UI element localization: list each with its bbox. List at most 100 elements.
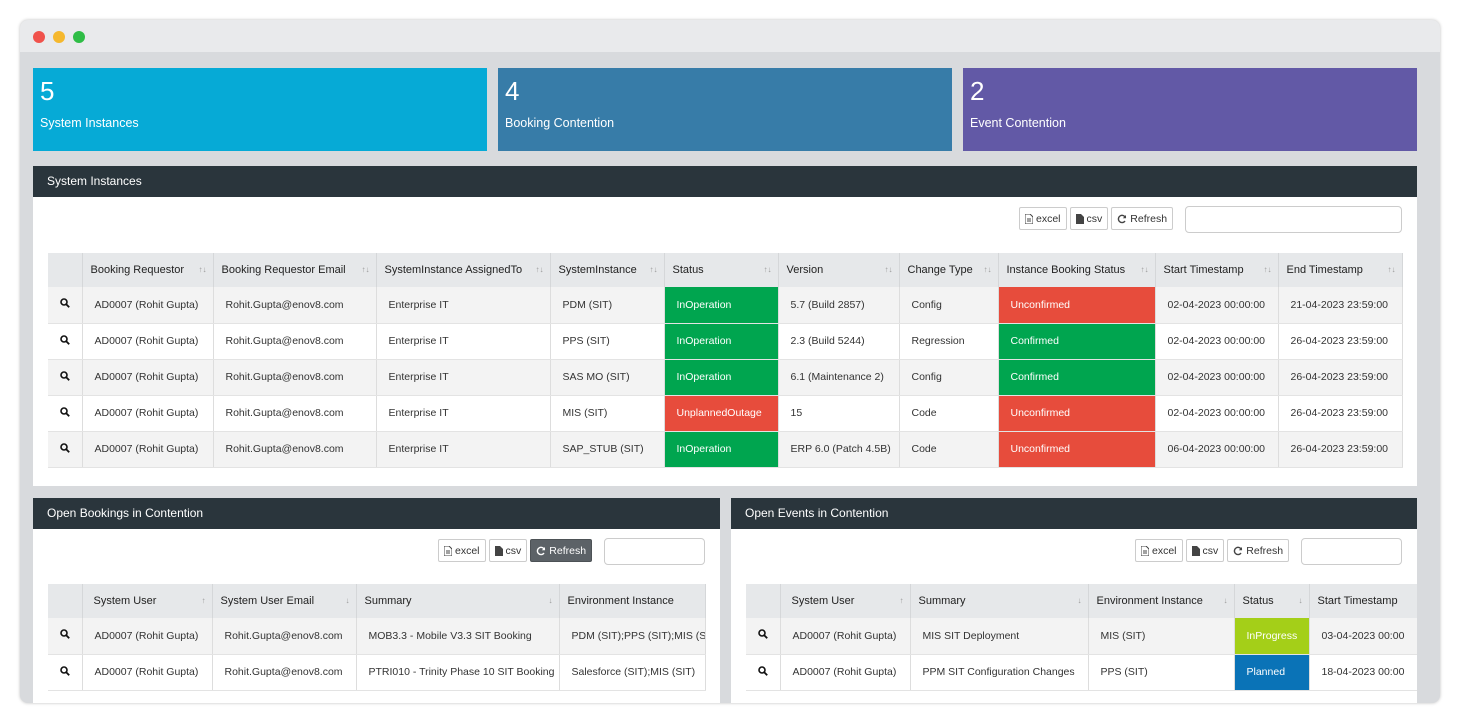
sort-icon: ↑↓ [649,265,658,274]
table-cell: 18-04-2023 00:00 [1309,654,1417,691]
column-header-summary[interactable]: Summary ↓ [910,584,1089,618]
refresh-button[interactable]: Refresh [530,539,593,562]
excel-label: excel [1036,212,1061,225]
excel-button[interactable]: excel [1135,539,1183,562]
table-cell: MOB3.3 - Mobile V3.3 SIT Booking [356,618,560,655]
header-label: Instance Booking Status [1006,264,1126,276]
maximize-window-dot[interactable] [73,31,85,43]
view-details-search-icon[interactable] [48,287,83,324]
minimize-window-dot[interactable] [53,31,65,43]
column-header-end-timestamp[interactable]: End Timestamp ↑↓ [1278,253,1403,287]
column-header-change-type[interactable]: Change Type ↑↓ [899,253,999,287]
view-details-search-icon[interactable] [746,618,781,655]
table-cell: PPM SIT Configuration Changes [910,654,1089,691]
status-cell: Unconfirmed [998,431,1156,468]
excel-label: excel [1152,544,1177,557]
column-header-status[interactable]: Status ↓ [1234,584,1310,618]
csv-button[interactable]: csv [488,539,528,562]
search-input[interactable] [1301,538,1402,565]
header-label: SystemInstance [558,264,637,276]
card-system-instances[interactable]: 5 System Instances [33,68,487,151]
table-cell: Config [899,359,999,396]
refresh-button[interactable]: Refresh [1111,207,1174,230]
view-details-search-icon[interactable] [48,654,83,691]
table-cell: 2.3 (Build 5244) [778,323,900,360]
column-header-environment-instance[interactable]: Environment Instance ↓ [1088,584,1235,618]
table-cell: MIS SIT Deployment [910,618,1089,655]
status-cell: Confirmed [998,323,1156,360]
browser-window: 5 System Instances 4 Booking Contention … [20,20,1440,703]
view-details-search-icon[interactable] [48,359,83,396]
header-label: Status [1242,595,1274,607]
view-details-search-icon[interactable] [48,618,83,655]
header-label: Start Timestamp [1317,595,1398,607]
column-header-summary[interactable]: Summary ↓ [356,584,560,618]
status-cell: InProgress [1234,618,1310,655]
table-cell: AD0007 (Rohit Gupta) [82,431,214,468]
table-row: AD0007 (Rohit Gupta) Rohit.Gupta@enov8.co… [48,359,1403,396]
table-cell: PDM (SIT) [550,287,665,324]
excel-button[interactable]: excel [1019,207,1067,230]
column-header-system-user-email[interactable]: System User Email ↓ [212,584,357,618]
column-header-environment-instance[interactable]: Environment Instance [559,584,706,618]
table-cell: Code [899,431,999,468]
table-cell: Rohit.Gupta@enov8.com [213,395,377,432]
column-header-booking-requestor[interactable]: Booking Requestor ↑↓ [82,253,214,287]
file-icon [1025,213,1033,224]
table-cell: Rohit.Gupta@enov8.com [213,287,377,324]
header-label: Booking Requestor [90,264,185,276]
csv-button[interactable]: csv [1185,539,1225,562]
column-header-system-instance[interactable]: SystemInstance ↑↓ [550,253,665,287]
table-cell: 02-04-2023 00:00:00 [1155,359,1279,396]
column-header-version[interactable]: Version ↑↓ [778,253,900,287]
file-icon [444,545,452,556]
sort-icon: ↓ [1077,596,1082,605]
column-header-start-timestamp[interactable]: Start Timestamp [1309,584,1417,618]
table-row: AD0007 (Rohit Gupta) Rohit.Gupta@enov8.co… [48,618,706,655]
card-booking-contention[interactable]: 4 Booking Contention [498,68,952,151]
table-cell: AD0007 (Rohit Gupta) [82,395,214,432]
sort-icon: ↑↓ [884,265,893,274]
column-header-system-user[interactable]: System User ↑ [82,584,213,618]
header-label: Start Timestamp [1163,264,1244,276]
sort-icon: ↑↓ [535,265,544,274]
view-details-search-icon[interactable] [48,431,83,468]
refresh-icon [536,546,546,556]
search-input[interactable] [1185,206,1402,233]
column-header-start-timestamp[interactable]: Start Timestamp ↑↓ [1155,253,1279,287]
table-row: AD0007 (Rohit Gupta) Rohit.Gupta@enov8.co… [48,431,1403,468]
table-cell: 15 [778,395,900,432]
refresh-label: Refresh [1246,544,1284,557]
csv-button[interactable]: csv [1069,207,1109,230]
file-icon [1191,545,1200,556]
table-cell: PPS (SIT) [1088,654,1235,691]
header-label: System User Email [220,595,315,607]
refresh-button[interactable]: Refresh [1227,539,1290,562]
column-header-system-user[interactable]: System User ↑ [780,584,911,618]
column-header-status[interactable]: Status ↑↓ [664,253,779,287]
header-label: Environment Instance [1096,595,1203,607]
table-cell: 26-04-2023 23:59:00 [1278,431,1403,468]
search-input[interactable] [604,538,705,565]
table-cell: 02-04-2023 00:00:00 [1155,323,1279,360]
column-header-assigned-to[interactable]: SystemInstance AssignedTo ↑↓ [376,253,551,287]
view-details-search-icon[interactable] [48,395,83,432]
view-details-search-icon[interactable] [48,323,83,360]
status-cell: Confirmed [998,359,1156,396]
view-details-search-icon[interactable] [746,654,781,691]
table-cell: 06-04-2023 00:00:00 [1155,431,1279,468]
open-events-panel: Open Events in Contention excel csv Refr… [731,498,1417,703]
system-instances-panel: System Instances excel csv Refresh Booki… [33,166,1417,486]
column-header-booking-status[interactable]: Instance Booking Status ↑↓ [998,253,1156,287]
refresh-icon [1117,214,1127,224]
table-cell: PDM (SIT);PPS (SIT);MIS (SIT) [559,618,706,655]
close-window-dot[interactable] [33,31,45,43]
table-cell: AD0007 (Rohit Gupta) [82,323,214,360]
table-cell: MIS (SIT) [1088,618,1235,655]
excel-button[interactable]: excel [438,539,486,562]
table-cell: AD0007 (Rohit Gupta) [780,654,911,691]
status-cell: UnplannedOutage [664,395,779,432]
column-header-booking-requestor-email[interactable]: Booking Requestor Email ↑↓ [213,253,377,287]
sort-icon: ↓ [1298,596,1303,605]
card-event-contention[interactable]: 2 Event Contention [963,68,1417,151]
